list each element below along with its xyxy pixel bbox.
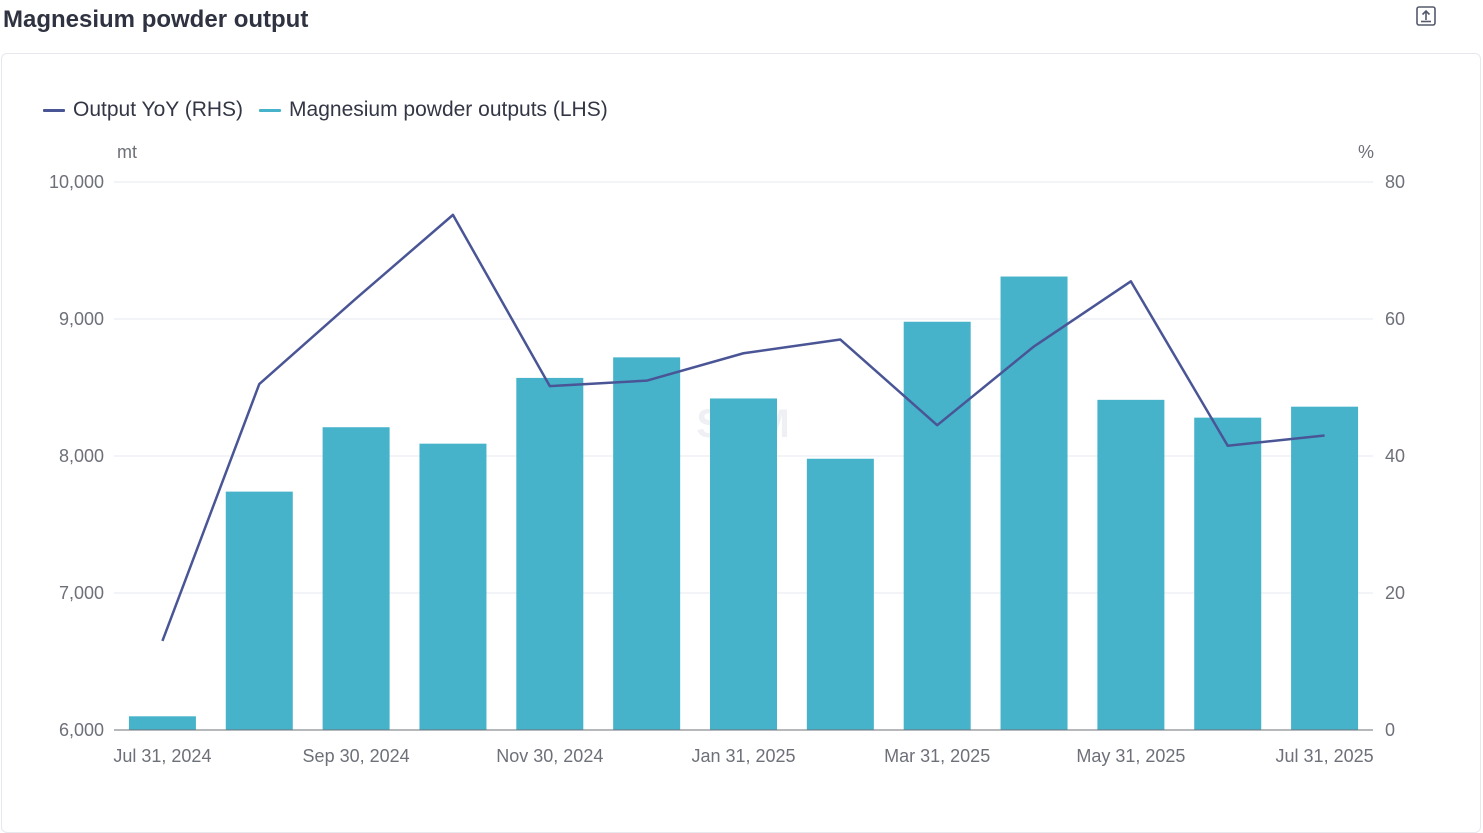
right-axis-unit: %	[1358, 142, 1374, 162]
bar	[516, 378, 583, 730]
left-tick-label: 9,000	[59, 309, 104, 329]
x-tick-label: Jan 31, 2025	[691, 746, 795, 766]
x-tick-label: May 31, 2025	[1076, 746, 1185, 766]
bar	[419, 444, 486, 730]
bar	[904, 322, 971, 730]
x-tick-label: Sep 30, 2024	[303, 746, 410, 766]
bar	[1291, 407, 1358, 730]
right-tick-label: 20	[1385, 583, 1405, 603]
right-tick-label: 80	[1385, 172, 1405, 192]
bar	[710, 398, 777, 730]
left-tick-label: 8,000	[59, 446, 104, 466]
bar	[1194, 418, 1261, 730]
x-tick-label: Jul 31, 2025	[1276, 746, 1374, 766]
bar	[1001, 277, 1068, 730]
bar	[613, 357, 680, 730]
left-tick-label: 7,000	[59, 583, 104, 603]
x-tick-label: Nov 30, 2024	[496, 746, 603, 766]
right-tick-label: 40	[1385, 446, 1405, 466]
right-tick-label: 60	[1385, 309, 1405, 329]
left-tick-label: 10,000	[49, 172, 104, 192]
right-tick-label: 0	[1385, 720, 1395, 740]
left-tick-label: 6,000	[59, 720, 104, 740]
bar	[1097, 400, 1164, 730]
bar	[323, 427, 390, 730]
bar	[807, 459, 874, 730]
bar	[129, 716, 196, 730]
bar	[226, 492, 293, 730]
x-tick-label: Mar 31, 2025	[884, 746, 990, 766]
left-axis-unit: mt	[117, 142, 137, 162]
x-tick-label: Jul 31, 2024	[113, 746, 211, 766]
